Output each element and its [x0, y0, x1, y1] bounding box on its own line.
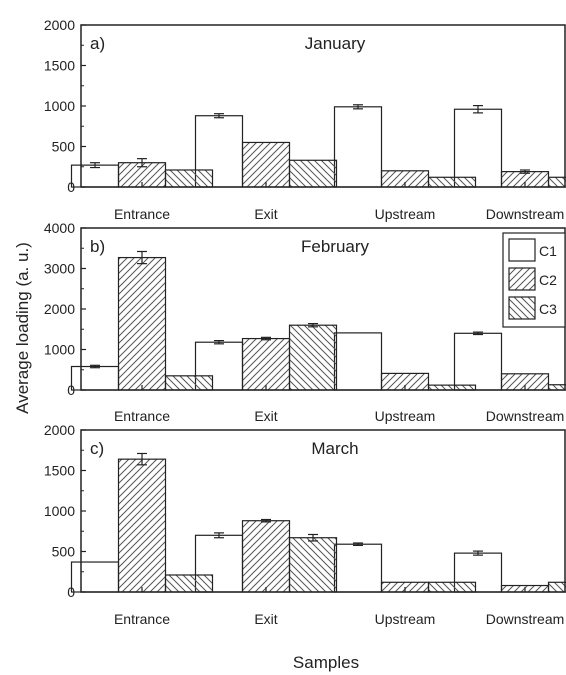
bar-C3-Downstream — [547, 581, 566, 593]
panel-1: 0 500 1000 1500 2000 Entrance Exit Upstream Down… — [44, 17, 566, 222]
y-tick-label: 1500 — [44, 463, 75, 479]
panel-letter: a) — [90, 34, 105, 53]
x-tick-label: Upstream — [375, 611, 436, 627]
bar-C1-Entrance — [70, 561, 120, 593]
bar-C3-Downstream — [547, 176, 566, 188]
bar-C2-Entrance — [117, 458, 167, 593]
bar-C2-Exit — [241, 337, 291, 391]
bar-C3-Exit — [288, 537, 338, 593]
y-tick-label: 500 — [52, 544, 76, 560]
y-tick-label: 500 — [52, 139, 76, 155]
bar-C1-Downstream — [453, 108, 503, 188]
y-tick-label: 1000 — [44, 98, 75, 114]
bar-C1-Upstream — [333, 332, 383, 391]
bar-C2-Exit — [241, 520, 291, 593]
error-bar-C2-Entrance — [137, 452, 147, 466]
bar-C3-Upstream — [427, 581, 477, 593]
error-bar-C3-Exit — [308, 322, 318, 328]
error-bar-C2-Entrance — [137, 250, 147, 265]
x-tick-label: Upstream — [375, 206, 436, 222]
legend-label-C2: C2 — [539, 272, 557, 288]
bar-C3-Exit — [288, 324, 338, 391]
error-bar-C1-Upstream — [353, 542, 363, 547]
error-bar-C1-Exit — [214, 113, 224, 119]
y-tick-label: 0 — [67, 382, 75, 398]
bar-C1-Downstream — [453, 332, 503, 391]
x-tick-label: Downstream — [486, 206, 565, 222]
bar-C3-Upstream — [427, 176, 477, 188]
error-bar-C2-Downstream — [520, 169, 530, 174]
error-bar-C2-Exit — [261, 518, 271, 523]
panels: 0 500 1000 1500 2000 Entrance Exit Upstream Down… — [44, 17, 566, 627]
x-tick-label: Entrance — [114, 611, 170, 627]
error-bar-C1-Downstream — [473, 104, 483, 114]
y-axis-title: Average loading (a. u.) — [13, 242, 32, 414]
x-tick-label: Upstream — [375, 408, 436, 424]
y-tick-label: 2000 — [44, 301, 75, 317]
bar-C1-Entrance — [70, 365, 120, 391]
legend: C1 C2 C3 — [502, 232, 566, 328]
legend-label-C1: C1 — [539, 243, 557, 259]
bar-C3-Downstream — [547, 384, 566, 391]
y-tick-label: 2000 — [44, 422, 75, 438]
legend-swatch-C3 — [508, 296, 536, 320]
error-bar-C2-Entrance — [137, 158, 147, 168]
x-tick-label: Exit — [254, 611, 277, 627]
y-tick-label: 0 — [67, 584, 75, 600]
bar-C2-Entrance — [117, 256, 167, 391]
error-bar-C3-Exit — [308, 533, 318, 542]
bar-C3-Exit — [288, 159, 338, 188]
panel-letter: b) — [90, 237, 105, 256]
error-bar-C1-Upstream — [353, 104, 363, 110]
legend-label-C3: C3 — [539, 301, 557, 317]
panel-title: March — [311, 439, 358, 458]
x-axis-title: Samples — [293, 653, 359, 672]
panel-title: February — [301, 237, 370, 256]
y-tick-label: 1500 — [44, 58, 75, 74]
bar-C2-Exit — [241, 141, 291, 188]
error-bar-C2-Exit — [261, 336, 271, 341]
error-bar-C1-Downstream — [473, 331, 483, 336]
error-bar-C1-Exit — [214, 339, 224, 345]
bar-C3-Entrance — [164, 375, 214, 391]
x-tick-label: Downstream — [486, 611, 565, 627]
x-tick-label: Exit — [254, 408, 277, 424]
x-tick-label: Entrance — [114, 206, 170, 222]
panel-3: 0 500 1000 1500 2000 Entrance Exit Upstream Down… — [44, 422, 566, 627]
y-tick-label: 0 — [67, 179, 75, 195]
x-tick-label: Downstream — [486, 408, 565, 424]
y-tick-label: 3000 — [44, 261, 75, 277]
legend-swatch-C1 — [508, 238, 536, 262]
y-tick-label: 1000 — [44, 503, 75, 519]
bar-C3-Entrance — [164, 574, 214, 593]
x-tick-label: Exit — [254, 206, 277, 222]
y-tick-label: 1000 — [44, 342, 75, 358]
panel-2: 0 1000 2000 3000 4000 Entrance Exit Upstream Dow… — [44, 220, 566, 424]
error-bar-C1-Entrance — [90, 162, 100, 169]
error-bar-C1-Exit — [214, 532, 224, 539]
panel-title: January — [305, 34, 366, 53]
bar-C1-Entrance — [70, 164, 120, 188]
legend-swatch-C2 — [508, 267, 536, 291]
bar-C1-Upstream — [333, 106, 383, 188]
panel-letter: c) — [90, 439, 104, 458]
bar-C3-Entrance — [164, 169, 214, 188]
bar-C1-Upstream — [333, 543, 383, 593]
error-bar-C1-Entrance — [90, 364, 100, 369]
y-tick-label: 2000 — [44, 17, 75, 33]
x-tick-label: Entrance — [114, 408, 170, 424]
error-bar-C1-Downstream — [473, 550, 483, 556]
y-tick-label: 4000 — [44, 220, 75, 236]
